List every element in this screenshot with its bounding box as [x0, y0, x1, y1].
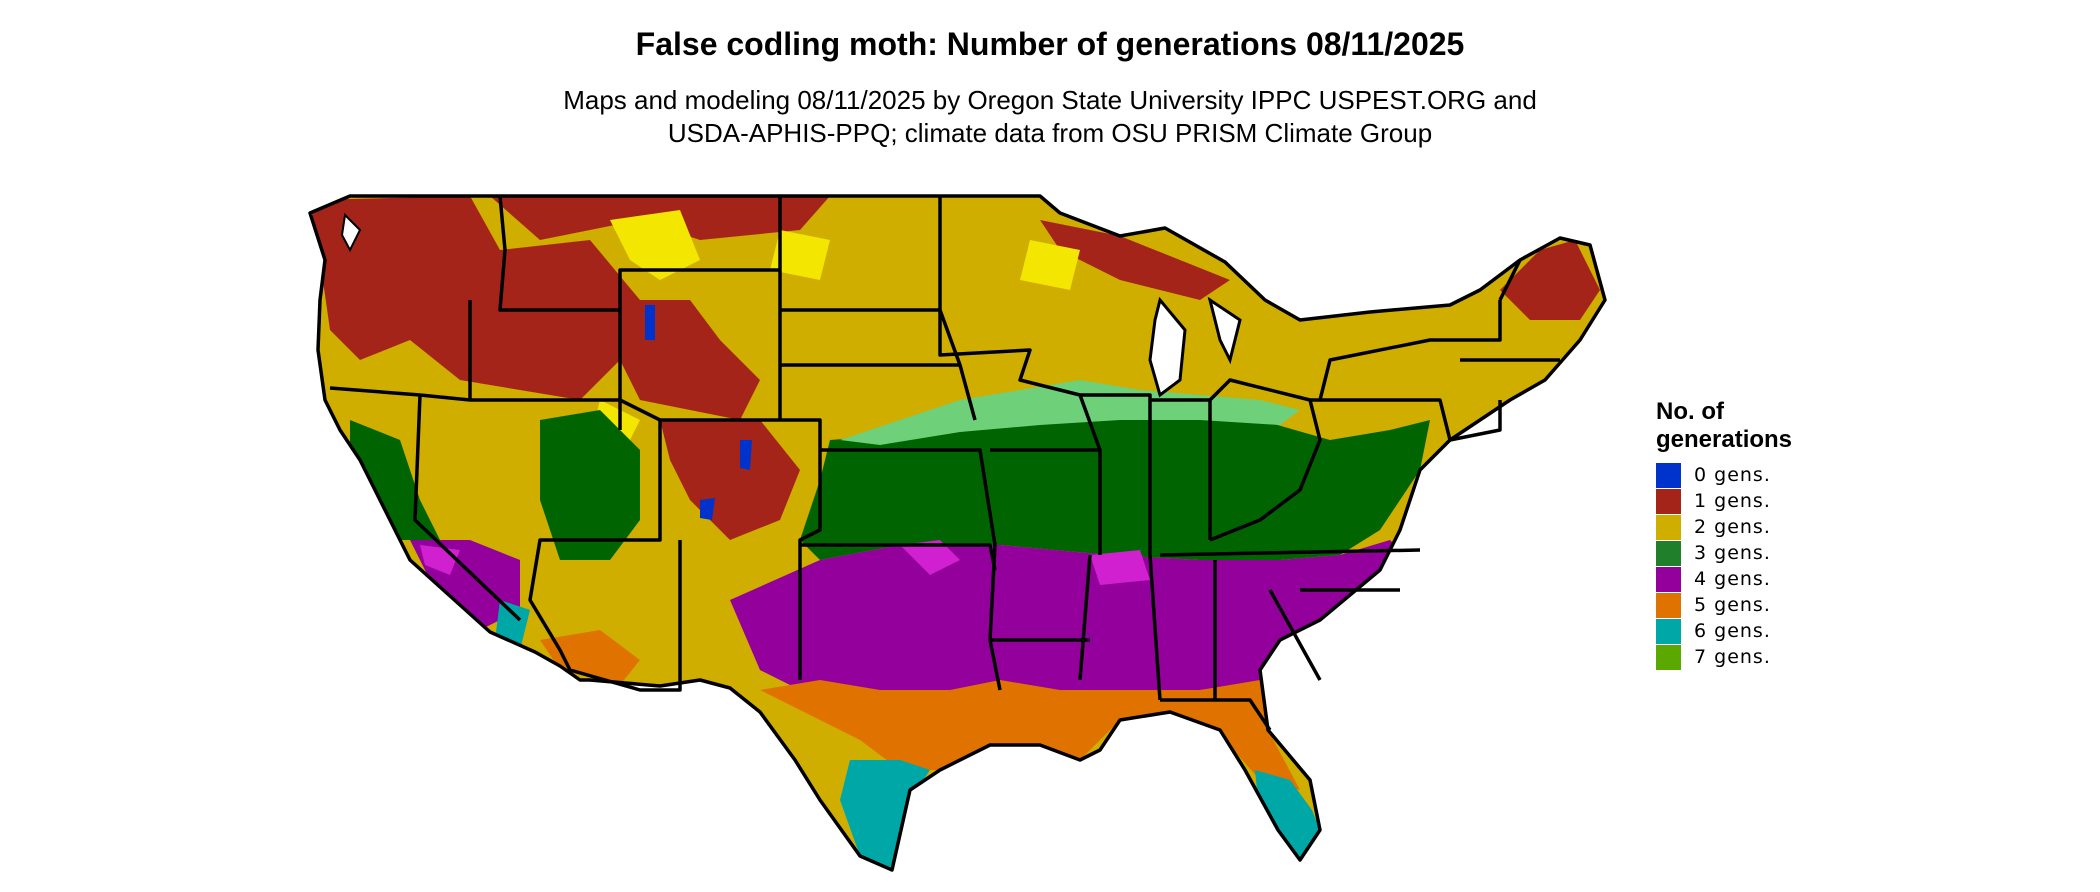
legend-swatch [1656, 592, 1681, 618]
legend-title: No. of generations [1656, 398, 1792, 454]
region-4-gen-south [730, 540, 1410, 700]
legend-swatch [1656, 488, 1681, 514]
legend-item: 1 gens. [1656, 488, 1792, 514]
legend-title-line-1: No. of [1656, 398, 1724, 425]
legend-label: 4 gens. [1694, 568, 1771, 590]
legend-item: 4 gens. [1656, 566, 1792, 592]
legend-swatch [1656, 618, 1681, 644]
legend-label: 5 gens. [1694, 594, 1771, 616]
legend-swatch [1656, 644, 1681, 670]
great-lakes [1148, 296, 1242, 398]
subtitle-line-2: USDA-APHIS-PPQ; climate data from OSU PR… [667, 118, 1433, 148]
region-3-gen-fringe [840, 380, 1300, 445]
subtitle-line-1: Maps and modeling 08/11/2025 by Oregon S… [563, 85, 1537, 115]
legend-item: 3 gens. [1656, 540, 1792, 566]
legend-swatch [1656, 462, 1681, 488]
legend-items: 0 gens. 1 gens. 2 gens. 3 gens. 4 gens. 5 gen… [1656, 462, 1792, 670]
region-3-gen-west [350, 410, 640, 560]
region-1-gen-great-lakes [1040, 220, 1230, 300]
legend-label: 6 gens. [1694, 620, 1771, 642]
legend-label: 3 gens. [1694, 542, 1771, 564]
legend-item: 5 gens. [1656, 592, 1792, 618]
legend-item: 7 gens. [1656, 644, 1792, 670]
region-1-gen-colorado [660, 420, 800, 540]
map-subtitle: Maps and modeling 08/11/2025 by Oregon S… [0, 84, 2100, 150]
legend-label: 2 gens. [1694, 516, 1771, 538]
generation-regions [310, 196, 1600, 870]
legend: No. of generations 0 gens. 1 gens. 2 gens.… [1656, 398, 1792, 670]
region-6-gen-texas [840, 760, 930, 870]
region-2-gen-bright [590, 210, 1080, 460]
legend-item: 0 gens. [1656, 462, 1792, 488]
legend-label: 1 gens. [1694, 490, 1771, 512]
legend-swatch [1656, 540, 1681, 566]
region-6-gen-florida [1255, 770, 1320, 860]
legend-item: 6 gens. [1656, 618, 1792, 644]
region-3-gen-central [800, 410, 1430, 560]
legend-swatch [1656, 566, 1681, 592]
legend-label: 7 gens. [1694, 646, 1771, 668]
map-title: False codling moth: Number of generation… [635, 26, 1465, 62]
legend-title-line-2: generations [1656, 426, 1793, 453]
legend-label: 0 gens. [1694, 464, 1771, 486]
region-1-gen-northwest [310, 196, 640, 400]
legend-item: 2 gens. [1656, 514, 1792, 540]
legend-swatch [1656, 514, 1681, 540]
puget-sound [340, 212, 362, 253]
state-borders [308, 194, 1607, 872]
region-1-gen-maine [1500, 240, 1600, 320]
